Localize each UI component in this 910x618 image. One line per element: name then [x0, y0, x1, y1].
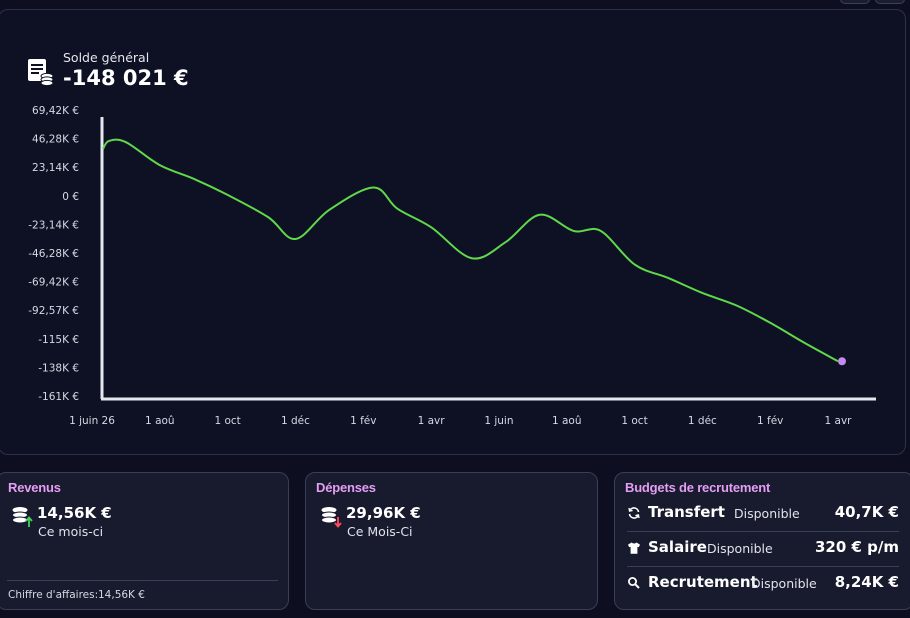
y-tick-label: -115K € [38, 334, 79, 346]
x-tick-label: 1 avr [418, 415, 446, 427]
y-tick-label: -69,42K € [28, 277, 79, 289]
coins-down-icon [321, 507, 342, 528]
refresh-icon [628, 507, 640, 519]
revenus-title: Revenus [8, 480, 61, 495]
y-tick-label: -138K € [38, 362, 79, 374]
balance-value: -148 021 € [63, 66, 189, 90]
balance-series-line [102, 138, 839, 363]
x-tick-label: 1 fév [350, 415, 376, 427]
budget-status-recrutement: Disponible [751, 576, 817, 591]
x-tick-label: 1 aoû [552, 415, 582, 427]
x-tick-label: 1 juin [484, 415, 513, 427]
x-tick-label: 1 juin 26 [69, 415, 115, 427]
y-tick-label: -46,28K € [28, 248, 79, 260]
x-axis-ticks: 1 juin 26 1 aoû 1 oct 1 déc 1 fév 1 avr 1 juin… [69, 415, 852, 427]
budget-value-recrutement: 8,24K € [834, 573, 899, 591]
y-tick-label: 23,14K € [32, 162, 79, 174]
revenus-card: Revenus 14,56K € Ce mois-ci Chiffre d'af… [0, 472, 289, 610]
coins-up-icon [12, 507, 33, 527]
balance-label: Solde général [63, 50, 150, 65]
tshirt-icon [628, 542, 640, 554]
depenses-value: 29,96K € [346, 504, 421, 522]
budgets-card: Budgets de recrutement Transfert Disponi… [614, 472, 910, 610]
depenses-period: Ce Mois-Ci [347, 524, 413, 539]
y-tick-label: -161K € [38, 391, 79, 403]
y-tick-label: -92,57K € [28, 305, 79, 317]
budget-name-transfert: Transfert [648, 503, 725, 521]
x-tick-label: 1 déc [281, 415, 310, 427]
budget-value-salaire: 320 € p/m [814, 538, 899, 556]
x-tick-label: 1 aoû [145, 415, 175, 427]
balance-chart-card: Solde général -148 021 € [0, 9, 906, 455]
y-tick-label: 69,42K € [32, 105, 79, 117]
x-tick-label: 1 déc [688, 415, 717, 427]
budgets-title: Budgets de recrutement [625, 480, 771, 495]
y-tick-label: -23,14K € [28, 219, 79, 231]
budget-row-transfert[interactable]: Transfert Disponible 40,7K € [627, 501, 899, 525]
budget-divider-1 [627, 531, 899, 532]
balance-line-chart: 69,42K € 46,28K € 23,14K € 0 € -23,14K € -46,… [28, 105, 876, 427]
y-tick-label: 0 € [62, 191, 79, 203]
depenses-title: Dépenses [316, 480, 376, 495]
revenus-footer-label: Chiffre d'affaires: [8, 589, 99, 601]
depenses-card: Dépenses 29,96K € Ce Mois-Ci [305, 472, 598, 610]
x-tick-label: 1 oct [621, 415, 647, 427]
search-icon [628, 577, 640, 589]
x-tick-label: 1 oct [214, 415, 240, 427]
budget-status-salaire: Disponible [707, 541, 773, 556]
x-tick-label: 1 avr [825, 415, 853, 427]
series-end-marker [838, 357, 846, 366]
budget-name-recrutement: Recrutement [648, 573, 758, 591]
budget-row-salaire[interactable]: Salaire Disponible 320 € p/m [627, 536, 899, 560]
revenus-value: 14,56K € [37, 504, 112, 522]
revenus-footer-value: 14,56K € [98, 589, 145, 601]
budget-row-recrutement[interactable]: Recrutement Disponible 8,24K € [627, 571, 899, 595]
revenus-divider [7, 580, 278, 581]
budget-name-salaire: Salaire [648, 538, 707, 556]
ledger-coins-icon [28, 59, 54, 87]
budget-status-transfert: Disponible [734, 506, 800, 521]
budget-value-transfert: 40,7K € [834, 503, 899, 521]
y-axis-ticks: 69,42K € 46,28K € 23,14K € 0 € -23,14K € -46,… [28, 105, 79, 403]
budget-divider-2 [627, 566, 899, 567]
y-tick-label: 46,28K € [32, 134, 79, 146]
revenus-period: Ce mois-ci [38, 524, 104, 539]
x-tick-label: 1 fév [757, 415, 783, 427]
